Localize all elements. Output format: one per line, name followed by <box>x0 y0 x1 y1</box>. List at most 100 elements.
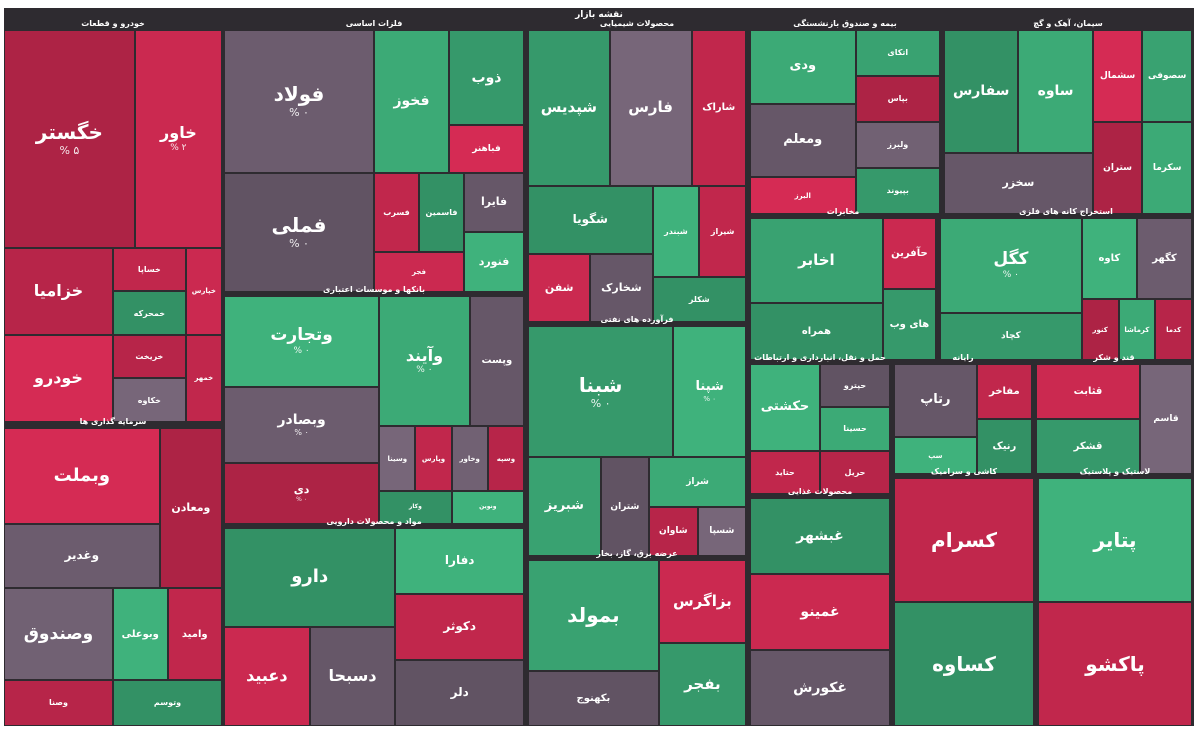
treemap-tile[interactable]: همراه <box>750 303 883 360</box>
treemap-tile[interactable]: سصوفی <box>1142 30 1192 122</box>
treemap-tile[interactable]: کاوه <box>1081 218 1137 300</box>
treemap-tile[interactable]: فباهنر <box>449 125 524 173</box>
treemap-tile[interactable]: حکشتی <box>750 364 820 451</box>
treemap-tile[interactable]: مفاخر <box>976 364 1032 419</box>
treemap-tile[interactable]: شاوان <box>649 506 698 556</box>
treemap-tile[interactable]: شبنا% ۰ <box>528 326 674 458</box>
treemap-tile[interactable]: شیراز <box>699 185 746 277</box>
treemap-tile[interactable]: وصنا <box>4 680 113 726</box>
treemap-tile[interactable]: حسینا <box>820 407 890 451</box>
treemap-tile[interactable]: وسپه <box>487 426 524 492</box>
treemap-tile[interactable]: فسرب <box>374 172 419 253</box>
treemap-tile[interactable]: شاراک <box>691 30 746 186</box>
treemap-tile[interactable]: غکورش <box>750 650 890 726</box>
treemap-tile[interactable]: ساوه <box>1018 30 1093 153</box>
treemap-tile[interactable]: ولبرز <box>855 122 940 168</box>
treemap-tile[interactable]: اخابر <box>750 218 883 304</box>
treemap-tile[interactable]: شخارک <box>590 253 653 322</box>
treemap-tile[interactable]: وتجارت% ۰ <box>224 296 380 388</box>
treemap-tile[interactable]: کنور <box>1081 299 1119 360</box>
treemap-tile[interactable]: سفارس <box>944 30 1019 153</box>
treemap-tile[interactable]: قثابت <box>1036 364 1140 419</box>
treemap-tile[interactable]: وبملت <box>4 428 160 525</box>
treemap-tile[interactable]: شبریز <box>528 457 601 556</box>
treemap-tile[interactable]: دی% ۰ <box>224 463 380 524</box>
treemap-tile[interactable]: غبشهر <box>750 498 890 574</box>
treemap-tile[interactable]: حریل <box>820 450 890 494</box>
treemap-tile[interactable]: البرز <box>750 177 856 214</box>
treemap-tile[interactable]: فولاد% ۰ <box>224 30 374 173</box>
treemap-tile[interactable]: فنورد <box>464 232 524 292</box>
treemap-tile[interactable]: ومعلم <box>750 103 856 178</box>
treemap-tile[interactable]: شسپا <box>697 506 746 556</box>
treemap-tile[interactable]: شپدیس <box>528 30 610 186</box>
treemap-tile[interactable]: دلر <box>395 660 524 726</box>
treemap-tile[interactable]: بکهنوج <box>528 670 659 726</box>
treemap-tile[interactable]: فاسمین <box>419 172 464 253</box>
treemap-tile[interactable]: وکار <box>379 491 452 524</box>
treemap-tile[interactable]: وتوسم <box>113 680 222 726</box>
treemap-tile[interactable]: شکلر <box>652 276 746 322</box>
treemap-tile[interactable]: کرماشا <box>1118 299 1156 360</box>
treemap-tile[interactable]: فایرا <box>464 172 524 233</box>
treemap-tile[interactable]: وبوعلی <box>113 588 168 681</box>
treemap-tile[interactable]: شپنا% ۰ <box>673 326 746 458</box>
treemap-tile[interactable]: دکوثر <box>395 594 524 660</box>
treemap-tile[interactable]: ودی <box>750 30 856 104</box>
treemap-tile[interactable]: خمهر <box>185 334 222 422</box>
treemap-tile[interactable]: کگل% ۰ <box>940 218 1082 313</box>
treemap-tile[interactable]: شفن <box>528 253 591 322</box>
treemap-tile[interactable]: وسینا <box>379 426 416 492</box>
treemap-tile[interactable]: شتران <box>600 457 650 556</box>
treemap-tile[interactable]: فارس <box>609 30 692 186</box>
treemap-tile[interactable]: حپترو <box>820 364 890 408</box>
treemap-tile[interactable]: رتاپ <box>894 364 977 438</box>
treemap-tile[interactable]: ذوب <box>449 30 524 126</box>
treemap-tile[interactable]: های وب <box>882 289 936 360</box>
treemap-tile[interactable]: سخزر <box>944 152 1093 214</box>
treemap-tile[interactable]: وغدیر <box>4 524 160 589</box>
treemap-tile[interactable]: وآیند% ۰ <box>379 296 470 427</box>
treemap-tile[interactable]: ومعادن <box>159 428 222 589</box>
treemap-tile[interactable]: اتکای <box>855 30 940 76</box>
treemap-tile[interactable]: رنیک <box>976 419 1032 474</box>
treemap-tile[interactable]: فملی% ۰ <box>224 172 374 292</box>
treemap-tile[interactable]: شبندر <box>652 185 700 277</box>
treemap-tile[interactable]: وخاور <box>451 426 488 492</box>
treemap-tile[interactable]: وپارس <box>415 426 452 492</box>
treemap-tile[interactable]: دفارا <box>395 528 524 594</box>
treemap-tile[interactable]: خپارس <box>185 247 222 335</box>
treemap-tile[interactable]: دعبید <box>224 627 310 726</box>
treemap-tile[interactable]: پاکشو <box>1038 602 1192 726</box>
treemap-tile[interactable]: سشمال <box>1092 30 1143 122</box>
treemap-tile[interactable]: شگویا <box>528 185 653 254</box>
treemap-tile[interactable]: خگستر% ۵ <box>4 30 135 248</box>
treemap-tile[interactable]: خساپا <box>113 247 186 292</box>
treemap-tile[interactable]: خکاوه <box>113 378 186 422</box>
treemap-tile[interactable]: کدما <box>1155 299 1192 360</box>
treemap-tile[interactable]: قاسم <box>1140 364 1192 474</box>
treemap-tile[interactable]: کچاد <box>940 312 1082 360</box>
treemap-tile[interactable]: بپاس <box>855 76 940 122</box>
treemap-tile[interactable]: بفجر <box>658 643 746 726</box>
treemap-tile[interactable]: خزامیا <box>4 247 113 335</box>
treemap-tile[interactable]: غمینو <box>750 574 890 650</box>
treemap-tile[interactable]: بپیوند <box>855 168 940 214</box>
treemap-tile[interactable]: سکرما <box>1142 122 1192 214</box>
treemap-tile[interactable]: دسبحا <box>309 627 396 726</box>
treemap-tile[interactable]: فخوز <box>374 30 449 173</box>
treemap-tile[interactable]: کگهر <box>1136 218 1192 300</box>
treemap-tile[interactable]: بزاگرس <box>658 560 746 643</box>
treemap-tile[interactable]: سپ <box>894 437 977 474</box>
treemap-tile[interactable]: قشکر <box>1036 419 1140 474</box>
treemap-tile[interactable]: پتایر <box>1038 478 1192 602</box>
treemap-tile[interactable]: فجر <box>374 252 464 292</box>
treemap-tile[interactable]: کساوه <box>894 602 1034 726</box>
treemap-tile[interactable]: خاور% ۲ <box>134 30 222 248</box>
treemap-tile[interactable]: ونوین <box>451 491 524 524</box>
treemap-tile[interactable]: وامید <box>167 588 222 681</box>
treemap-tile[interactable]: حتاید <box>750 450 820 494</box>
treemap-tile[interactable]: شراز <box>649 457 746 507</box>
treemap-tile[interactable]: وپست <box>469 296 524 427</box>
treemap-tile[interactable]: کسرام <box>894 478 1034 602</box>
